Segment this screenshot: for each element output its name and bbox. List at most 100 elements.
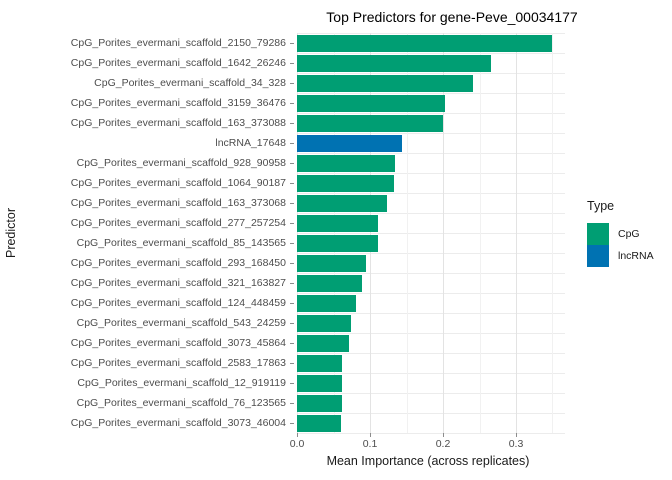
x-tick-label: 0.0	[289, 438, 305, 450]
gridline-horizontal	[297, 173, 565, 174]
gridline-minor	[480, 33, 481, 433]
x-tick-mark	[516, 433, 517, 437]
gridline-horizontal	[297, 253, 565, 254]
legend-key-lncrna: lncRNA	[587, 245, 654, 267]
y-axis-label-row: CpG_Porites_evermani_scaffold_163_373088	[0, 113, 297, 133]
gridline-horizontal	[297, 53, 565, 54]
legend-title: Type	[587, 199, 615, 213]
y-axis-label: CpG_Porites_evermani_scaffold_124_448459	[70, 297, 286, 309]
y-axis-label-row: CpG_Porites_evermani_scaffold_3073_45864	[0, 333, 297, 353]
bar	[297, 54, 492, 72]
bar	[297, 274, 362, 292]
x-tick-label: 0.2	[435, 438, 451, 450]
y-axis-label-row: CpG_Porites_evermani_scaffold_928_90958	[0, 153, 297, 173]
gridline-major	[516, 33, 517, 433]
x-tick-mark	[370, 433, 371, 437]
gridline-horizontal	[297, 313, 565, 314]
y-axis-label-row: CpG_Porites_evermani_scaffold_293_168450	[0, 253, 297, 273]
bar	[297, 254, 367, 272]
gridline-minor	[407, 33, 408, 433]
y-tick-mark	[290, 182, 294, 184]
legend-swatch	[587, 245, 609, 267]
y-tick-mark	[290, 82, 294, 84]
y-axis-label-row: CpG_Porites_evermani_scaffold_76_123565	[0, 393, 297, 413]
y-axis-label: CpG_Porites_evermani_scaffold_277_257254	[70, 217, 286, 229]
bar	[297, 94, 446, 112]
x-axis-title: Mean Importance (across replicates)	[326, 454, 530, 468]
y-axis-label: CpG_Porites_evermani_scaffold_85_143565	[76, 237, 286, 249]
y-axis-label: CpG_Porites_evermani_scaffold_76_123565	[76, 397, 286, 409]
y-axis-label-row: CpG_Porites_evermani_scaffold_34_328	[0, 73, 297, 93]
y-axis-label: CpG_Porites_evermani_scaffold_1642_26246	[70, 57, 286, 69]
gridline-major	[370, 33, 371, 433]
gridline-horizontal	[297, 213, 565, 214]
bar	[297, 374, 343, 392]
y-axis-label: lncRNA_17648	[215, 137, 286, 149]
y-axis-label: CpG_Porites_evermani_scaffold_163_373068	[70, 197, 286, 209]
y-axis-label-row: CpG_Porites_evermani_scaffold_1064_90187	[0, 173, 297, 193]
y-tick-mark	[290, 362, 294, 364]
y-axis-label-row: CpG_Porites_evermani_scaffold_277_257254	[0, 213, 297, 233]
gridline-horizontal	[297, 433, 565, 434]
y-tick-mark	[290, 222, 294, 224]
bar	[297, 234, 379, 252]
gridline-major	[443, 33, 444, 433]
plot-title: Top Predictors for gene-Peve_00034177	[326, 9, 578, 25]
legend-item-label: CpG	[618, 228, 640, 240]
bar	[297, 334, 349, 352]
y-axis-label-row: CpG_Porites_evermani_scaffold_2583_17863	[0, 353, 297, 373]
gridline-horizontal	[297, 293, 565, 294]
y-axis-label-row: CpG_Porites_evermani_scaffold_85_143565	[0, 233, 297, 253]
y-axis-label: CpG_Porites_evermani_scaffold_1064_90187	[70, 177, 286, 189]
bar	[297, 114, 443, 132]
plot-panel	[297, 33, 565, 434]
y-axis-label: CpG_Porites_evermani_scaffold_3073_45864	[70, 337, 286, 349]
gridline-horizontal	[297, 273, 565, 274]
legend-keys: CpG lncRNA	[587, 223, 654, 267]
bar	[297, 314, 352, 332]
y-tick-mark	[290, 242, 294, 244]
gridline-horizontal	[297, 353, 565, 354]
y-axis-label: CpG_Porites_evermani_scaffold_12_919119	[77, 377, 286, 389]
x-tick-mark	[443, 433, 444, 437]
gridline-horizontal	[297, 73, 565, 74]
y-tick-mark	[290, 422, 294, 424]
bar	[297, 154, 395, 172]
y-tick-mark	[290, 342, 294, 344]
legend: Type CpG lncRNA	[587, 199, 654, 267]
gridline-horizontal	[297, 233, 565, 234]
x-tick-label: 0.1	[362, 438, 378, 450]
y-axis-label-row: CpG_Porites_evermani_scaffold_124_448459	[0, 293, 297, 313]
gridline-horizontal	[297, 333, 565, 334]
y-axis-label: CpG_Porites_evermani_scaffold_321_163827	[70, 277, 286, 289]
y-tick-mark	[290, 202, 294, 204]
bar	[297, 394, 343, 412]
bar	[297, 414, 341, 432]
y-tick-mark	[290, 122, 294, 124]
legend-swatch	[587, 223, 609, 245]
y-axis-label-row: CpG_Porites_evermani_scaffold_3073_46004	[0, 413, 297, 433]
y-axis-label: CpG_Porites_evermani_scaffold_34_328	[94, 77, 286, 89]
gridline-horizontal	[297, 393, 565, 394]
bar	[297, 34, 552, 52]
gridline-horizontal	[297, 113, 565, 114]
y-tick-mark	[290, 322, 294, 324]
y-axis-label-row: CpG_Porites_evermani_scaffold_321_163827	[0, 273, 297, 293]
gridline-horizontal	[297, 413, 565, 414]
y-axis-label-row: lncRNA_17648	[0, 133, 297, 153]
gridline-horizontal	[297, 33, 565, 34]
y-axis-label-row: CpG_Porites_evermani_scaffold_163_373068	[0, 193, 297, 213]
y-axis-label-row: CpG_Porites_evermani_scaffold_1642_26246	[0, 53, 297, 73]
y-axis-label: CpG_Porites_evermani_scaffold_543_24259	[76, 317, 286, 329]
y-tick-mark	[290, 102, 294, 104]
bar	[297, 214, 379, 232]
y-axis-label-row: CpG_Porites_evermani_scaffold_2150_79286	[0, 33, 297, 53]
legend-key-cpg: CpG	[587, 223, 654, 245]
gridline-minor	[552, 33, 553, 433]
bar	[297, 134, 403, 152]
bar	[297, 294, 357, 312]
gridline-horizontal	[297, 93, 565, 94]
y-tick-mark	[290, 282, 294, 284]
bar	[297, 354, 343, 372]
y-tick-mark	[290, 382, 294, 384]
